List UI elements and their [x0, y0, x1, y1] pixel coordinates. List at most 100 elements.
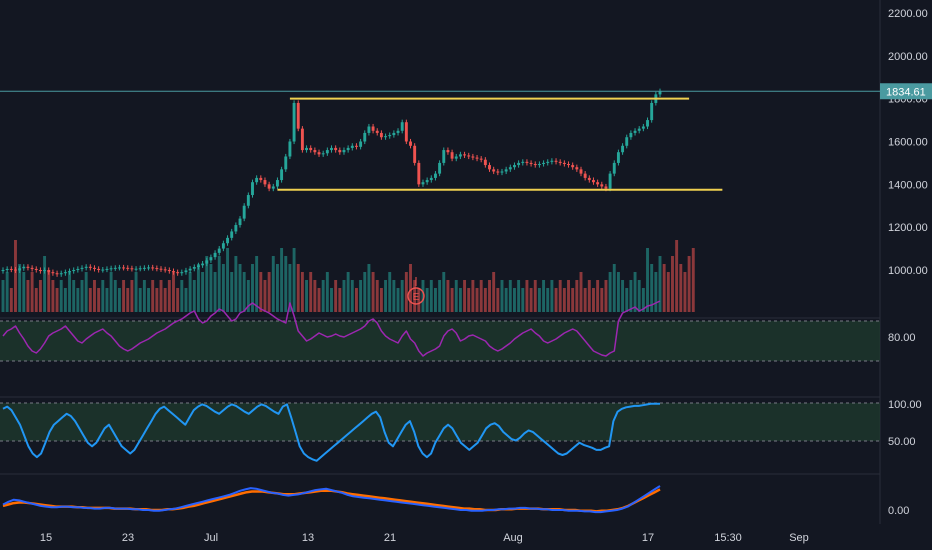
channel-lines[interactable]	[277, 97, 723, 191]
volume-bar	[72, 280, 76, 312]
candle-body	[367, 126, 371, 133]
candle-body	[475, 157, 479, 159]
volume-bar	[192, 280, 196, 312]
earnings-marker-icon[interactable]	[407, 287, 425, 305]
candle-body	[434, 173, 437, 178]
earnings-marker-label: E	[413, 292, 420, 303]
candle-body	[533, 163, 537, 166]
volume-bar	[683, 272, 687, 312]
volume-bar	[313, 280, 317, 312]
volume-bar	[342, 280, 346, 312]
volume-bar	[508, 280, 512, 312]
candle-body	[354, 145, 358, 147]
volume-bar	[109, 272, 113, 312]
candle-body	[255, 177, 259, 183]
volume-bar	[379, 288, 383, 312]
volume-bar	[122, 280, 126, 312]
candle-body	[93, 267, 96, 269]
candle-body	[22, 266, 26, 269]
candle-body	[429, 177, 433, 181]
volume-bar	[321, 280, 325, 312]
stochastic-line	[2, 402, 660, 462]
candle-body	[172, 271, 175, 273]
volume-bar	[417, 288, 421, 312]
candle-body	[105, 268, 109, 270]
volume-bar	[68, 272, 71, 312]
candle-body	[288, 141, 292, 157]
candle-body	[113, 267, 117, 269]
volume-bar	[63, 288, 67, 312]
candle-body	[259, 177, 263, 181]
candle-body	[384, 136, 388, 138]
candle-body	[641, 126, 645, 129]
candle-body	[63, 272, 67, 274]
volume-bar	[346, 272, 350, 312]
time-label: 15	[40, 532, 52, 544]
volume-bar	[637, 280, 641, 312]
volume-bar	[30, 272, 34, 312]
candle-body	[421, 182, 425, 185]
volume-bars	[1, 240, 695, 312]
candle-body	[68, 271, 71, 273]
candle-body	[109, 268, 113, 270]
candle-body	[43, 270, 47, 272]
candle-body	[226, 237, 229, 244]
candle-body	[300, 128, 304, 151]
candle-body	[192, 267, 196, 269]
candle-body	[242, 205, 246, 219]
volume-bar	[151, 280, 155, 312]
candle-body	[567, 163, 570, 166]
volume-bar	[625, 288, 629, 312]
volume-bar	[550, 280, 554, 312]
volume-bar	[305, 280, 309, 312]
candle-body	[80, 267, 84, 269]
volume-bar	[621, 280, 625, 312]
candle-body	[604, 186, 608, 189]
candle-body	[159, 268, 163, 270]
candle-body	[130, 268, 134, 270]
candle-body	[400, 122, 404, 131]
volume-bar	[616, 272, 620, 312]
candle-body	[388, 135, 392, 137]
candle-body	[529, 162, 533, 164]
candle-body	[330, 147, 333, 151]
candle-body	[504, 169, 508, 172]
volume-bar	[184, 288, 188, 312]
volume-bar	[442, 272, 446, 312]
candle-body	[571, 165, 575, 168]
volume-bar	[567, 280, 570, 312]
volume-bar	[583, 288, 587, 312]
time-axis[interactable]: 15 23 Jul 13 21 Aug 17 15:30 Sep	[40, 532, 809, 544]
candle-body	[508, 167, 512, 170]
volume-bar	[275, 264, 279, 312]
candle-body	[305, 147, 309, 151]
volume-bar	[687, 256, 691, 312]
candle-body	[267, 184, 271, 189]
candle-body	[550, 160, 554, 162]
volume-bar	[359, 280, 363, 312]
candle-body	[155, 268, 159, 270]
volume-bar	[458, 288, 462, 312]
volume-bar	[325, 272, 329, 312]
time-label: Sep	[789, 532, 809, 544]
volume-bar	[38, 280, 42, 312]
volume-bar	[309, 272, 313, 312]
volume-bar	[367, 264, 371, 312]
candle-body	[537, 163, 541, 166]
volume-bar	[421, 280, 425, 312]
volume-bar	[213, 272, 217, 312]
volume-bar	[113, 280, 117, 312]
volume-bar	[546, 288, 550, 312]
candle-body	[342, 150, 346, 153]
candle-body	[317, 152, 321, 155]
candle-body	[246, 195, 250, 206]
time-label: Jul	[204, 532, 218, 544]
volume-bar	[163, 288, 167, 312]
volume-bar	[97, 288, 101, 312]
volume-bar	[533, 280, 537, 312]
volume-bar	[105, 288, 109, 312]
volume-bar	[9, 288, 13, 312]
candle-body	[583, 173, 587, 178]
